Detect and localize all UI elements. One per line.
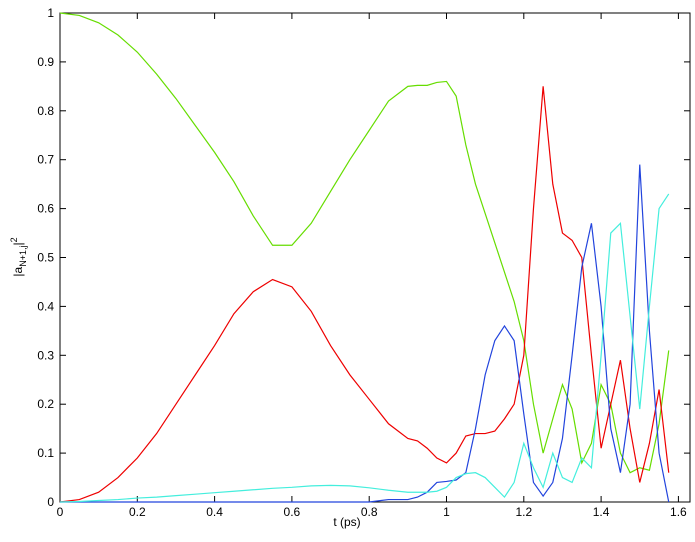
y-tick-label: 0.3 (37, 348, 54, 362)
x-tick-label: 1.2 (515, 505, 532, 519)
y-tick-label: 0.4 (37, 299, 54, 313)
y-tick-label: 0.1 (37, 446, 54, 460)
x-tick-label: 0.8 (361, 505, 378, 519)
y-tick-label: 0.8 (37, 104, 54, 118)
x-tick-label: 0 (57, 505, 64, 519)
y-axis-label: |aN+1,j|2 (9, 237, 28, 276)
y-tick-label: 0.9 (37, 55, 54, 69)
y-tick-label: 0.5 (37, 251, 54, 265)
y-tick-label: 0.7 (37, 153, 54, 167)
y-label-sub: N+1,j (18, 246, 28, 267)
x-tick-label: 1.4 (593, 505, 610, 519)
series-line (59, 193, 670, 503)
x-tick-label: 0.6 (284, 505, 301, 519)
y-label-part: | (11, 242, 25, 245)
series-line (59, 12, 670, 474)
x-tick-label: 1.6 (670, 505, 687, 519)
series-line (60, 164, 670, 503)
y-label-sup: 2 (9, 237, 19, 242)
series-line (59, 86, 670, 503)
y-tick-label: 0 (47, 495, 54, 509)
x-tick-label: 1 (443, 505, 450, 519)
y-tick-label: 1 (47, 6, 54, 20)
y-tick-label: 0.2 (37, 397, 54, 411)
y-label-part: |a (11, 266, 25, 276)
x-tick-label: 0.2 (129, 505, 146, 519)
x-tick-label: 0.4 (206, 505, 223, 519)
y-tick-label: 0.6 (37, 202, 54, 216)
x-axis-label: t (ps) (333, 515, 360, 529)
